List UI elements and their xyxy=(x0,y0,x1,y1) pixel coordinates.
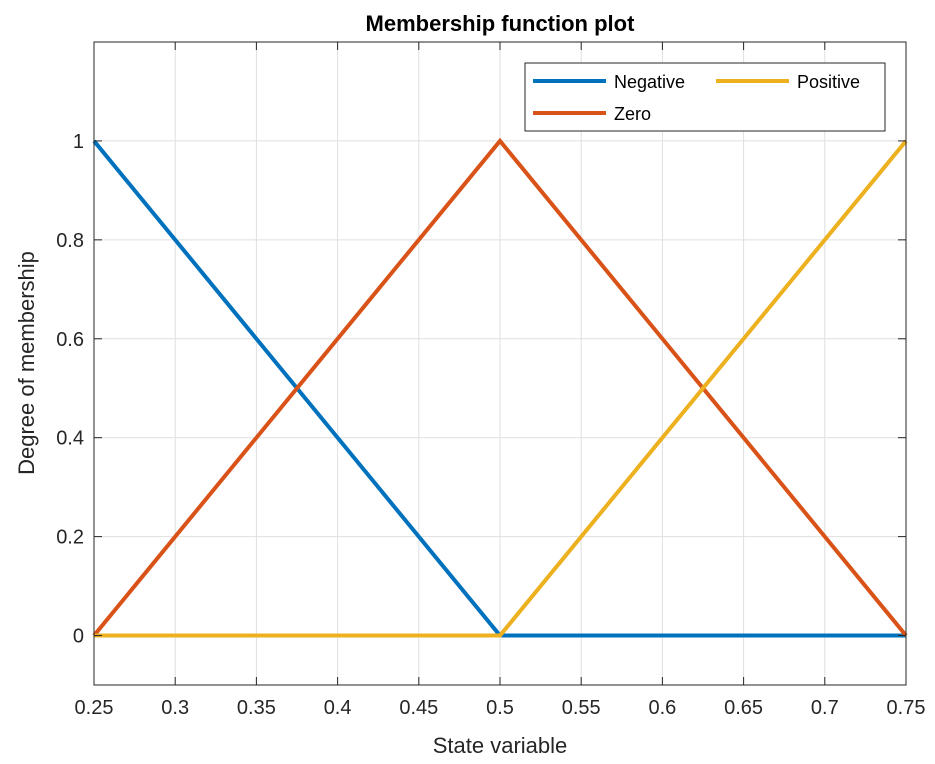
y-tick-label: 0.2 xyxy=(56,527,84,549)
x-tick-label: 0.75 xyxy=(887,697,926,719)
x-tick-label: 0.3 xyxy=(161,697,189,719)
y-tick-label: 0.8 xyxy=(56,230,84,252)
legend-label-positive: Positive xyxy=(797,72,860,92)
x-tick-label: 0.55 xyxy=(562,697,601,719)
x-tick-label: 0.35 xyxy=(237,697,276,719)
x-tick-label: 0.25 xyxy=(75,697,114,719)
x-tick-label: 0.6 xyxy=(648,697,676,719)
series-line-zero xyxy=(92,137,908,637)
legend: Negative Positive Zero xyxy=(524,62,886,132)
x-axis-label: State variable xyxy=(433,733,568,758)
y-tick-label: 1 xyxy=(73,131,84,153)
chart-title: Membership function plot xyxy=(366,11,636,36)
x-tick-label: 0.65 xyxy=(724,697,763,719)
x-tick-label: 0.45 xyxy=(399,697,438,719)
x-tick-label: 0.5 xyxy=(486,697,514,719)
y-tick-label: 0.4 xyxy=(56,428,84,450)
y-tick-label: 0.6 xyxy=(56,329,84,351)
y-tick-label: 0 xyxy=(73,626,84,648)
legend-label-zero: Zero xyxy=(614,104,651,124)
x-tick-label: 0.7 xyxy=(811,697,839,719)
legend-box xyxy=(524,62,886,132)
series-line-positive xyxy=(94,139,908,638)
ticks: 0.25 0.3 0.35 0.4 0.45 0.5 0.55 0.6 0.65 0.7 0.75 0… xyxy=(56,42,925,719)
x-tick-label: 0.4 xyxy=(324,697,352,719)
series-layer xyxy=(92,137,908,638)
y-axis-label: Degree of membership xyxy=(14,251,39,475)
legend-label-negative: Negative xyxy=(614,72,685,92)
